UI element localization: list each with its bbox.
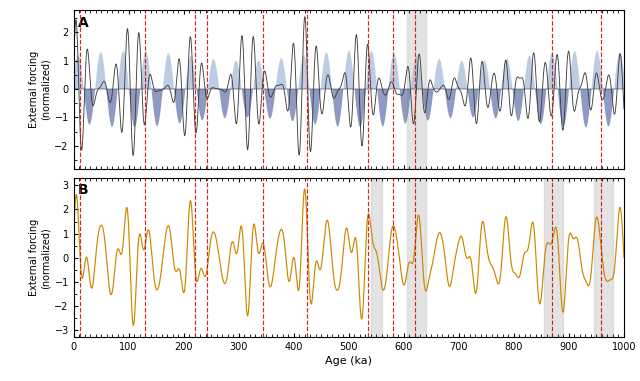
Bar bbox=[371, 178, 382, 337]
Text: A: A bbox=[78, 16, 89, 30]
Y-axis label: External forcing
(normalized): External forcing (normalized) bbox=[29, 219, 50, 296]
Text: B: B bbox=[78, 183, 88, 197]
Bar bbox=[544, 178, 563, 337]
Y-axis label: External forcing
(normalized): External forcing (normalized) bbox=[29, 50, 50, 128]
Bar bbox=[406, 178, 426, 337]
X-axis label: Age (ka): Age (ka) bbox=[325, 356, 372, 366]
Bar bbox=[594, 178, 613, 337]
Bar bbox=[406, 10, 426, 168]
